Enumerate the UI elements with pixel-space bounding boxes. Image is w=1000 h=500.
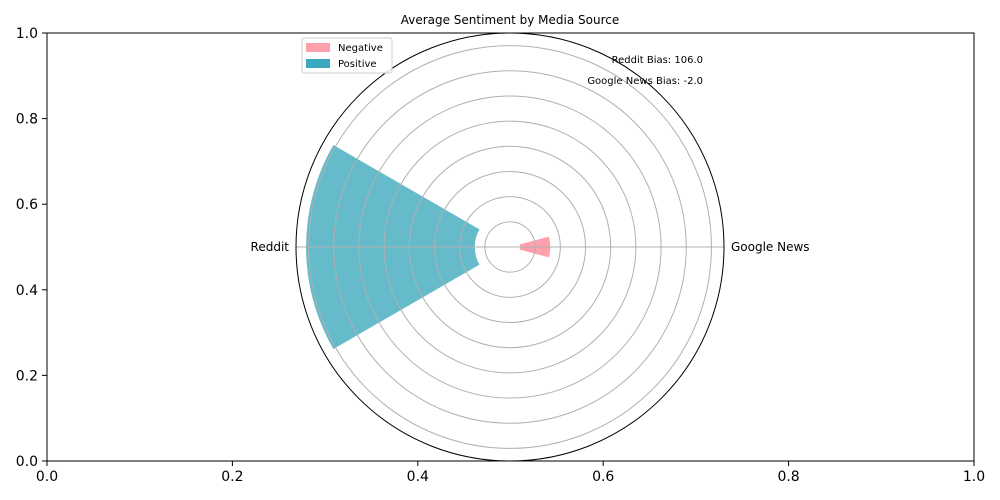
- annotation-google-news-bias: Google News Bias: -2.0: [587, 76, 703, 87]
- y-tick-label: 0.2: [16, 368, 38, 384]
- legend-swatch-negative: [306, 43, 330, 52]
- legend-label-negative: Negative: [338, 43, 383, 54]
- x-tick-label: 0.6: [592, 469, 614, 485]
- x-tick-label: 1.0: [963, 469, 985, 485]
- x-tick-label: 0.2: [221, 469, 243, 485]
- x-tick-label: 0.8: [777, 469, 799, 485]
- y-tick-label: 0.8: [16, 112, 38, 128]
- chart-title: Average Sentiment by Media Source: [401, 13, 620, 27]
- y-tick-label: 0.6: [16, 197, 38, 213]
- polar-axes: Google News Reddit: [251, 32, 810, 462]
- legend: Negative Positive: [301, 37, 393, 74]
- category-label-google-news: Google News: [731, 240, 810, 254]
- y-tick-label: 0.0: [16, 454, 38, 470]
- category-label-reddit: Reddit: [251, 240, 290, 254]
- y-ticks: 0.0 0.2 0.4 0.6 0.8 1.0: [16, 26, 47, 470]
- x-tick-label: 0.0: [36, 469, 58, 485]
- y-tick-label: 1.0: [16, 26, 38, 42]
- legend-swatch-positive: [306, 59, 330, 68]
- polar-outline: [295, 32, 725, 462]
- x-tick-label: 0.4: [407, 469, 429, 485]
- x-ticks: 0.0 0.2 0.4 0.6 0.8 1.0: [36, 461, 985, 485]
- y-tick-label: 0.4: [16, 283, 38, 299]
- legend-label-positive: Positive: [338, 59, 377, 70]
- annotation-reddit-bias: Reddit Bias: 106.0: [612, 55, 703, 66]
- category-labels: Google News Reddit: [251, 240, 810, 254]
